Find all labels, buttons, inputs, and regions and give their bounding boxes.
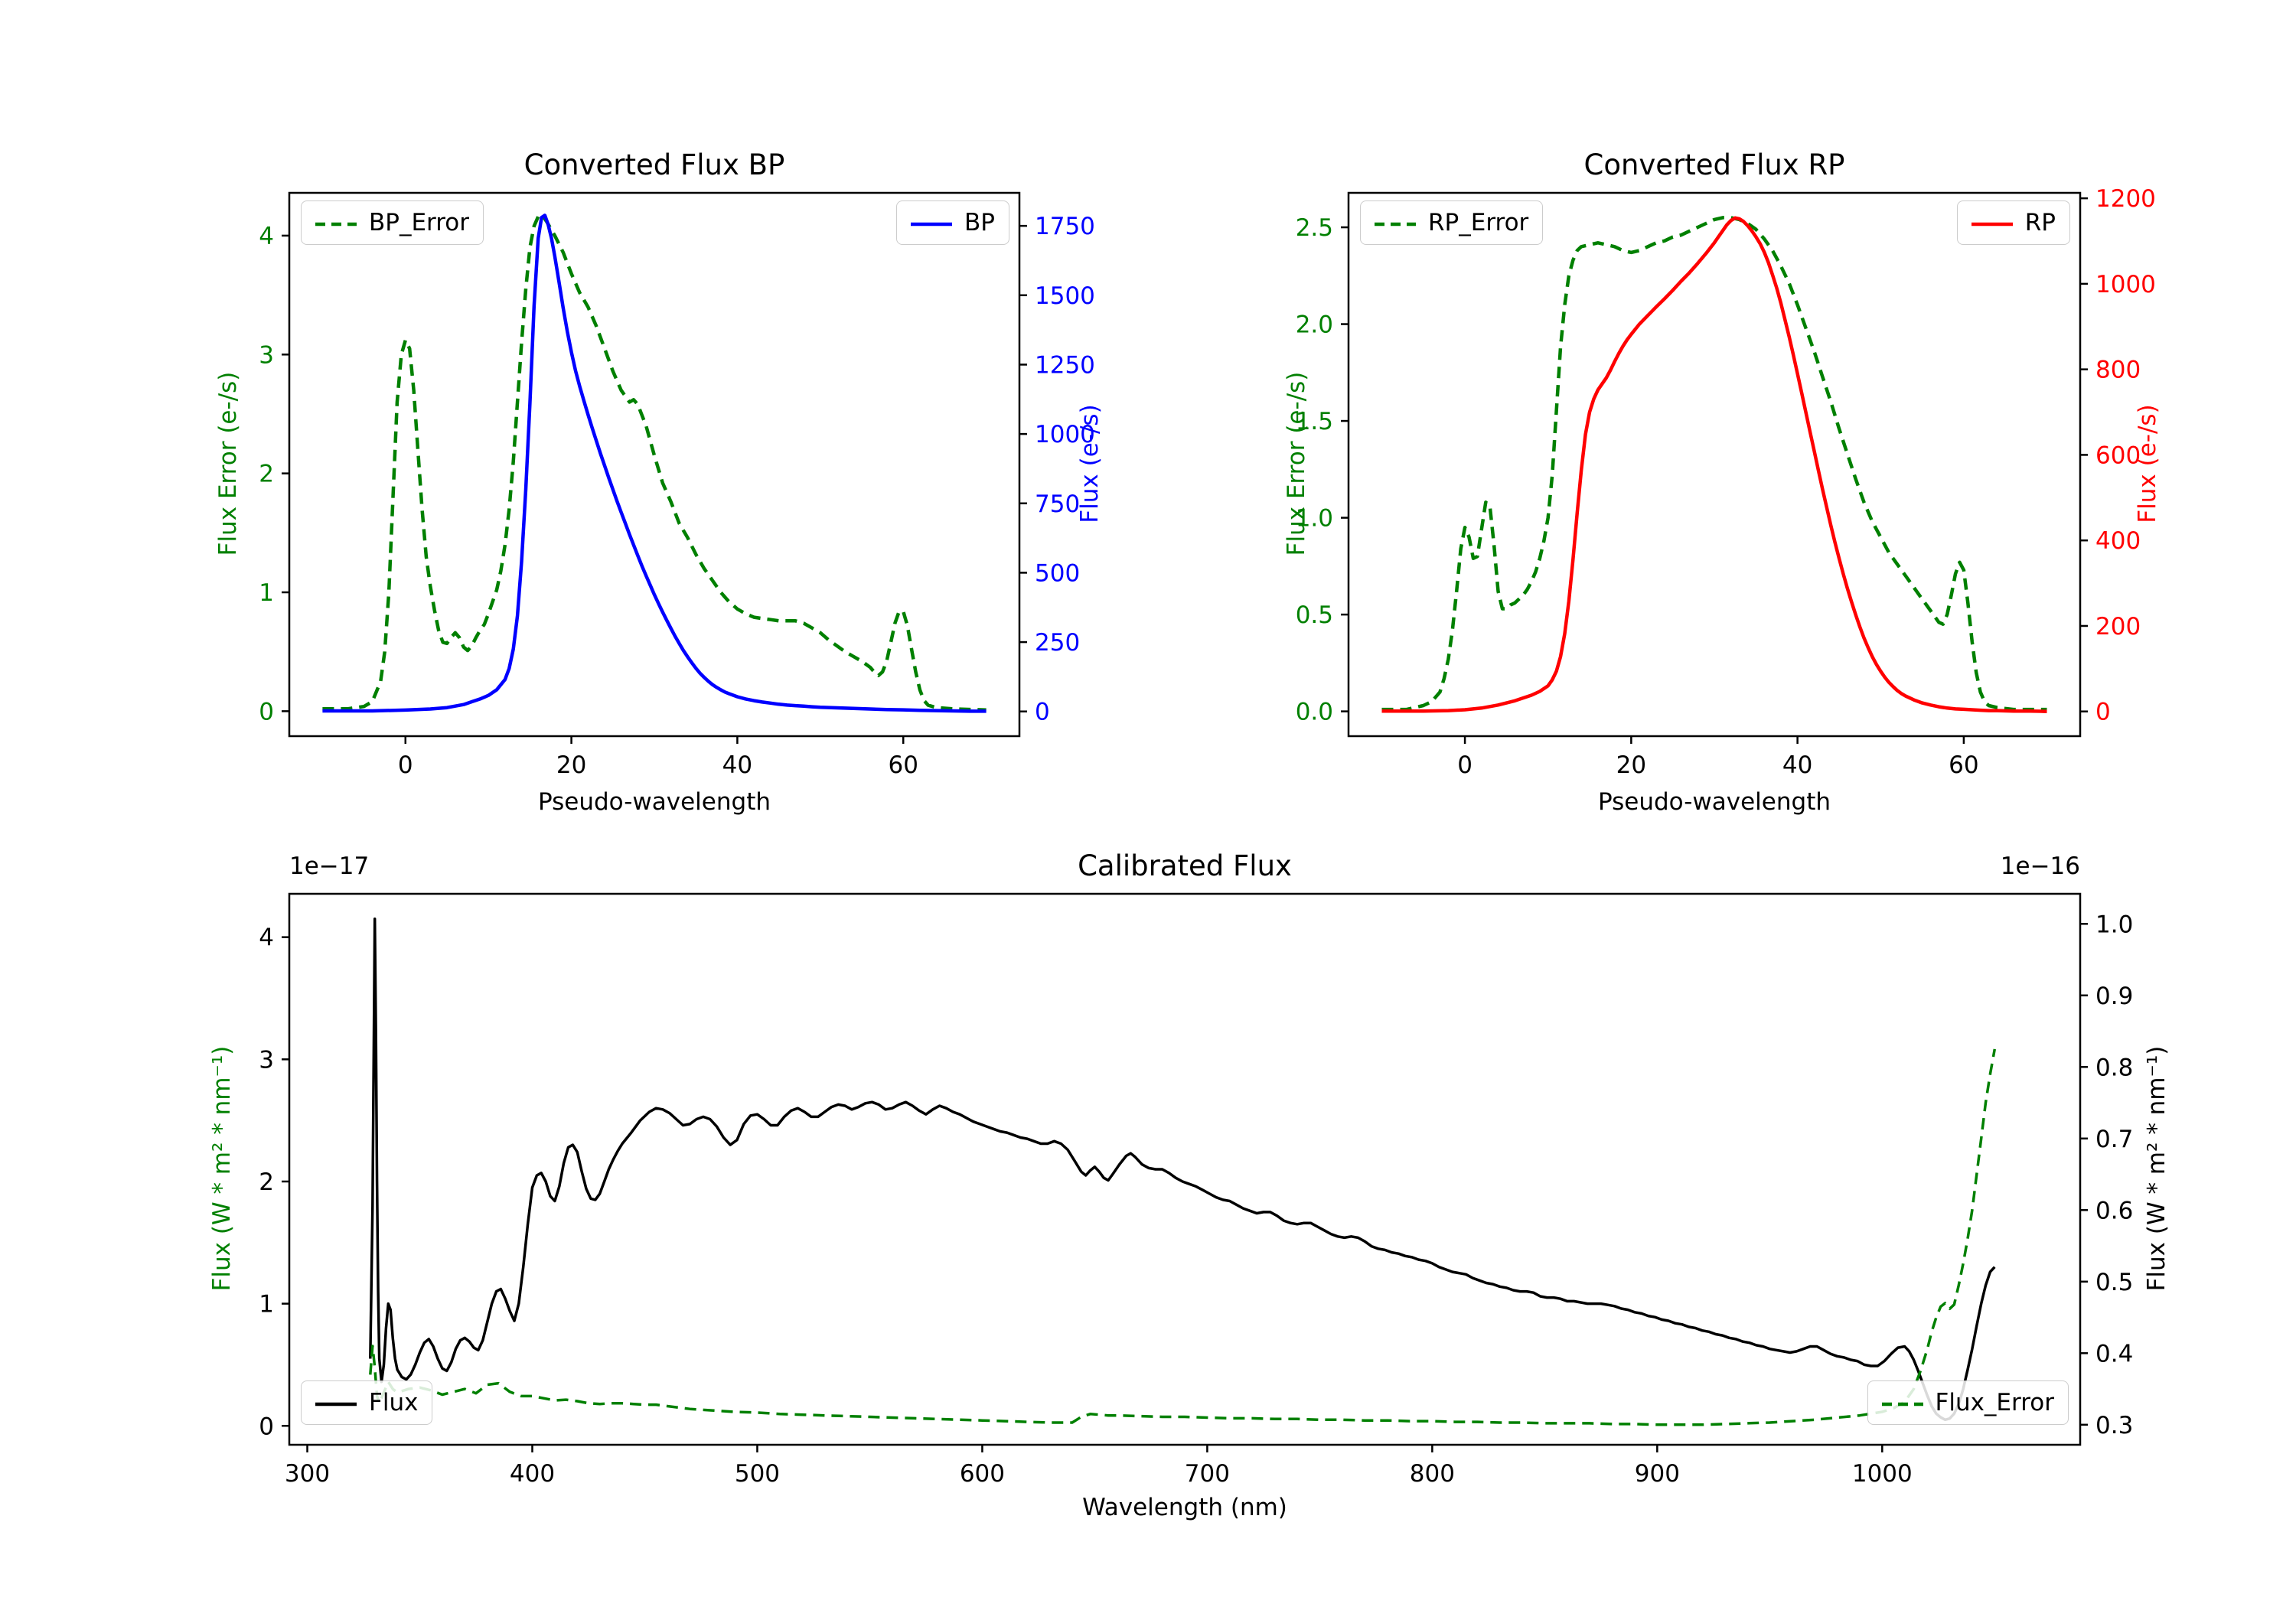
svg-text:40: 40 (722, 751, 752, 779)
svg-text:0: 0 (2095, 699, 2111, 726)
legend-rp-error: RP_Error (1360, 200, 1544, 245)
svg-text:1750: 1750 (1035, 213, 1095, 240)
legend-label-flux: Flux (369, 1389, 419, 1416)
svg-text:0.0: 0.0 (1296, 699, 1333, 726)
legend-flux: Flux (301, 1380, 433, 1425)
svg-text:0.3: 0.3 (2095, 1412, 2133, 1439)
svg-text:1.0: 1.0 (1296, 505, 1333, 533)
svg-text:700: 700 (1185, 1460, 1230, 1488)
svg-text:4: 4 (259, 924, 274, 952)
svg-text:1250: 1250 (1035, 351, 1095, 379)
cal-chart-title: Calibrated Flux (1078, 849, 1292, 882)
bp-xaxis-label: Pseudo-wavelength (537, 788, 771, 816)
svg-text:0.4: 0.4 (2095, 1340, 2133, 1367)
cal-right-yaxis-label: Flux (W * m² * nm⁻¹) (2143, 1045, 2170, 1292)
svg-text:0: 0 (1457, 751, 1473, 779)
svg-text:4: 4 (259, 223, 274, 250)
svg-text:3: 3 (259, 341, 274, 369)
svg-text:0.9: 0.9 (2095, 983, 2133, 1010)
svg-text:20: 20 (1616, 751, 1646, 779)
svg-text:60: 60 (1949, 751, 1978, 779)
svg-text:1: 1 (259, 1291, 274, 1319)
svg-text:1000: 1000 (1852, 1460, 1913, 1488)
bp-right-yaxis-label: Flux (e-/s) (1076, 404, 1104, 523)
svg-text:1000: 1000 (2095, 271, 2156, 298)
svg-text:500: 500 (735, 1460, 780, 1488)
legend-rp: RP (1956, 200, 2070, 245)
svg-text:1: 1 (259, 579, 274, 607)
svg-text:500: 500 (1035, 559, 1080, 587)
rp-right-yaxis-label: Flux (e-/s) (2134, 404, 2161, 523)
svg-text:0: 0 (259, 1413, 274, 1440)
legend-label-rp: RP (2024, 209, 2056, 236)
legend-label-bp-error: BP_Error (369, 209, 470, 236)
svg-text:800: 800 (1410, 1460, 1455, 1488)
svg-text:250: 250 (1035, 629, 1080, 657)
svg-text:800: 800 (2095, 357, 2141, 384)
legend-label-flux-error: Flux_Error (1935, 1389, 2055, 1416)
svg-text:400: 400 (510, 1460, 555, 1488)
svg-text:1200: 1200 (2095, 185, 2156, 213)
cal-right-offset-text: 1e−16 (2000, 852, 2080, 880)
flux-error-line-sample (1881, 1400, 1923, 1407)
cal-left-yaxis-label: Flux (W * m² * nm⁻¹) (208, 1045, 236, 1292)
legend-label-rp-error: RP_Error (1428, 209, 1529, 236)
rp-line-sample (1971, 220, 2013, 227)
svg-text:0: 0 (259, 698, 274, 725)
svg-text:20: 20 (556, 751, 586, 779)
legend-label-bp: BP (964, 209, 995, 236)
svg-text:400: 400 (2095, 527, 2141, 555)
svg-text:0: 0 (1035, 699, 1050, 726)
svg-text:0.8: 0.8 (2095, 1054, 2133, 1081)
bp-line-sample (911, 220, 953, 227)
rp-error-line-sample (1375, 220, 1416, 227)
svg-text:0.5: 0.5 (1296, 601, 1333, 629)
svg-text:1.0: 1.0 (2095, 911, 2133, 938)
svg-text:2: 2 (259, 461, 274, 488)
svg-text:0: 0 (398, 751, 413, 779)
svg-text:2: 2 (259, 1169, 274, 1196)
svg-text:3: 3 (259, 1046, 274, 1074)
svg-text:750: 750 (1035, 491, 1080, 518)
svg-text:1000: 1000 (1035, 421, 1095, 448)
svg-text:600: 600 (2095, 442, 2141, 469)
legend-bp: BP (896, 200, 1009, 245)
flux-line-sample (315, 1400, 357, 1407)
svg-text:2.5: 2.5 (1296, 214, 1333, 242)
rp-xaxis-label: Pseudo-wavelength (1597, 788, 1831, 816)
svg-text:600: 600 (960, 1460, 1005, 1488)
cal-xaxis-label: Wavelength (nm) (1082, 1494, 1287, 1521)
svg-text:300: 300 (285, 1460, 330, 1488)
svg-text:900: 900 (1635, 1460, 1680, 1488)
svg-text:200: 200 (2095, 613, 2141, 641)
svg-text:0.5: 0.5 (2095, 1269, 2133, 1296)
legend-bp-error: BP_Error (301, 200, 484, 245)
bp-chart-title: Converted Flux BP (523, 148, 785, 181)
bp-error-line-sample (315, 220, 357, 227)
svg-text:0.6: 0.6 (2095, 1197, 2133, 1224)
svg-text:0.7: 0.7 (2095, 1126, 2133, 1153)
svg-text:40: 40 (1782, 751, 1812, 779)
svg-text:60: 60 (889, 751, 918, 779)
bp-left-yaxis-label: Flux Error (e-/s) (214, 371, 242, 556)
rp-chart-title: Converted Flux RP (1583, 148, 1845, 181)
legend-flux-error: Flux_Error (1867, 1380, 2069, 1425)
svg-text:1500: 1500 (1035, 282, 1095, 310)
svg-text:2.0: 2.0 (1296, 311, 1333, 339)
svg-text:1.5: 1.5 (1296, 408, 1333, 435)
cal-left-offset-text: 1e−17 (289, 852, 370, 880)
rp-left-yaxis-label: Flux Error (e-/s) (1283, 371, 1310, 556)
